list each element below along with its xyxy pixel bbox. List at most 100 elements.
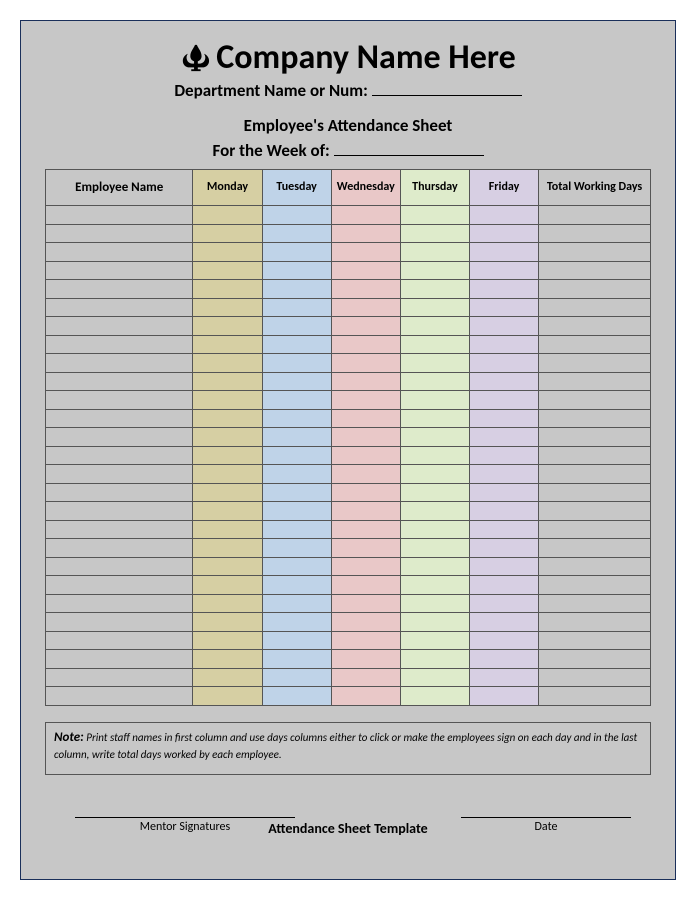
table-cell[interactable] (331, 243, 400, 262)
table-cell[interactable] (262, 539, 331, 558)
table-cell[interactable] (331, 594, 400, 613)
table-cell[interactable] (262, 354, 331, 373)
table-cell[interactable] (539, 317, 651, 336)
table-cell[interactable] (469, 576, 538, 595)
table-cell[interactable] (46, 224, 193, 243)
table-cell[interactable] (331, 613, 400, 632)
table-cell[interactable] (46, 261, 193, 280)
table-cell[interactable] (469, 224, 538, 243)
table-cell[interactable] (400, 206, 469, 225)
table-cell[interactable] (331, 224, 400, 243)
table-cell[interactable] (331, 650, 400, 669)
table-cell[interactable] (400, 594, 469, 613)
table-cell[interactable] (262, 243, 331, 262)
table-cell[interactable] (262, 613, 331, 632)
table-cell[interactable] (46, 446, 193, 465)
table-cell[interactable] (331, 372, 400, 391)
department-blank[interactable] (372, 82, 522, 96)
table-cell[interactable] (400, 261, 469, 280)
table-cell[interactable] (469, 243, 538, 262)
table-cell[interactable] (331, 280, 400, 299)
table-cell[interactable] (539, 557, 651, 576)
table-cell[interactable] (539, 335, 651, 354)
table-cell[interactable] (469, 465, 538, 484)
table-cell[interactable] (469, 668, 538, 687)
table-cell[interactable] (193, 502, 262, 521)
table-cell[interactable] (469, 594, 538, 613)
table-cell[interactable] (539, 520, 651, 539)
table-cell[interactable] (539, 391, 651, 410)
table-cell[interactable] (46, 317, 193, 336)
table-cell[interactable] (469, 631, 538, 650)
table-cell[interactable] (400, 576, 469, 595)
table-cell[interactable] (469, 613, 538, 632)
table-cell[interactable] (400, 557, 469, 576)
table-cell[interactable] (193, 280, 262, 299)
table-cell[interactable] (539, 298, 651, 317)
table-cell[interactable] (400, 243, 469, 262)
table-cell[interactable] (46, 335, 193, 354)
table-cell[interactable] (193, 668, 262, 687)
table-cell[interactable] (46, 650, 193, 669)
table-cell[interactable] (46, 557, 193, 576)
table-cell[interactable] (193, 650, 262, 669)
table-cell[interactable] (539, 372, 651, 391)
table-cell[interactable] (46, 594, 193, 613)
table-cell[interactable] (331, 576, 400, 595)
table-cell[interactable] (539, 409, 651, 428)
table-cell[interactable] (539, 483, 651, 502)
table-cell[interactable] (539, 576, 651, 595)
table-cell[interactable] (331, 261, 400, 280)
table-cell[interactable] (193, 631, 262, 650)
table-cell[interactable] (539, 446, 651, 465)
table-cell[interactable] (469, 446, 538, 465)
table-cell[interactable] (400, 317, 469, 336)
table-cell[interactable] (262, 520, 331, 539)
table-cell[interactable] (193, 224, 262, 243)
table-cell[interactable] (193, 520, 262, 539)
table-cell[interactable] (539, 502, 651, 521)
table-cell[interactable] (539, 224, 651, 243)
week-blank[interactable] (334, 142, 484, 156)
table-cell[interactable] (400, 483, 469, 502)
table-cell[interactable] (400, 465, 469, 484)
table-cell[interactable] (193, 335, 262, 354)
table-cell[interactable] (262, 428, 331, 447)
table-cell[interactable] (469, 520, 538, 539)
table-cell[interactable] (400, 502, 469, 521)
table-cell[interactable] (331, 335, 400, 354)
table-cell[interactable] (331, 317, 400, 336)
table-cell[interactable] (193, 483, 262, 502)
table-cell[interactable] (331, 206, 400, 225)
table-cell[interactable] (469, 687, 538, 706)
table-cell[interactable] (262, 668, 331, 687)
table-cell[interactable] (539, 613, 651, 632)
table-cell[interactable] (193, 446, 262, 465)
table-cell[interactable] (193, 428, 262, 447)
table-cell[interactable] (193, 557, 262, 576)
table-cell[interactable] (46, 409, 193, 428)
table-cell[interactable] (46, 206, 193, 225)
table-cell[interactable] (469, 354, 538, 373)
table-cell[interactable] (400, 280, 469, 299)
table-cell[interactable] (400, 354, 469, 373)
table-cell[interactable] (400, 335, 469, 354)
table-cell[interactable] (262, 372, 331, 391)
table-cell[interactable] (262, 557, 331, 576)
table-cell[interactable] (469, 557, 538, 576)
table-cell[interactable] (331, 354, 400, 373)
table-cell[interactable] (539, 428, 651, 447)
table-cell[interactable] (262, 687, 331, 706)
table-cell[interactable] (46, 539, 193, 558)
table-cell[interactable] (400, 409, 469, 428)
table-cell[interactable] (539, 539, 651, 558)
table-cell[interactable] (262, 335, 331, 354)
table-cell[interactable] (539, 280, 651, 299)
table-cell[interactable] (331, 465, 400, 484)
table-cell[interactable] (193, 539, 262, 558)
table-cell[interactable] (193, 594, 262, 613)
table-cell[interactable] (400, 224, 469, 243)
table-cell[interactable] (46, 243, 193, 262)
table-cell[interactable] (193, 372, 262, 391)
table-cell[interactable] (331, 409, 400, 428)
